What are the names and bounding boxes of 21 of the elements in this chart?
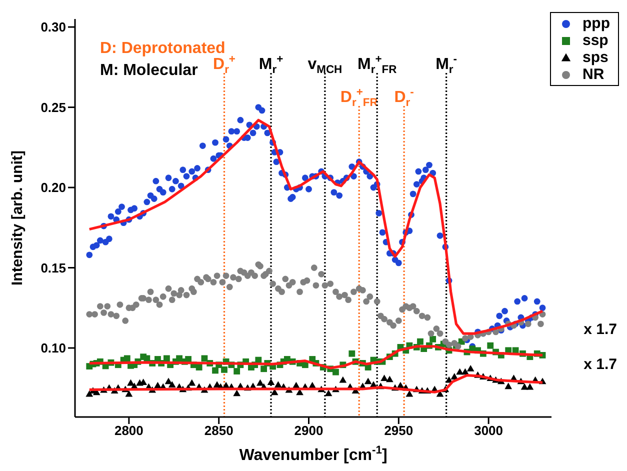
y-axis-title: Intensity [arb. unit] (8, 150, 26, 286)
x-tick-label: 2900 (294, 423, 324, 438)
x-axis-title: Wavenumber [cm$^{-1}$] (239, 444, 388, 464)
text: x 1.7 (584, 321, 617, 338)
y-tick-label: 0.25 (40, 100, 66, 115)
legend-label: sps (582, 49, 608, 66)
x-tick-label: 3000 (474, 423, 504, 438)
y-tick-label: 0.30 (40, 20, 66, 35)
legend-label: ssp (582, 32, 608, 49)
ref-line-label: v$_{MCH}$ (308, 56, 342, 76)
y-tick-label: 0.10 (40, 340, 66, 356)
y-tick-label: 0.15 (40, 260, 66, 276)
annotation: M: Molecular (100, 62, 198, 79)
y-tick-label: 0.20 (40, 180, 66, 196)
x-tick-label: 2850 (204, 423, 234, 438)
x-tick-label: 2950 (384, 423, 414, 438)
text: x 1.7 (584, 356, 617, 373)
legend-label: NR (582, 66, 604, 83)
x-tick-label: 2800 (114, 423, 144, 438)
annotation: D: Deprotonated (100, 39, 226, 58)
legend-label: ppp (582, 15, 610, 32)
